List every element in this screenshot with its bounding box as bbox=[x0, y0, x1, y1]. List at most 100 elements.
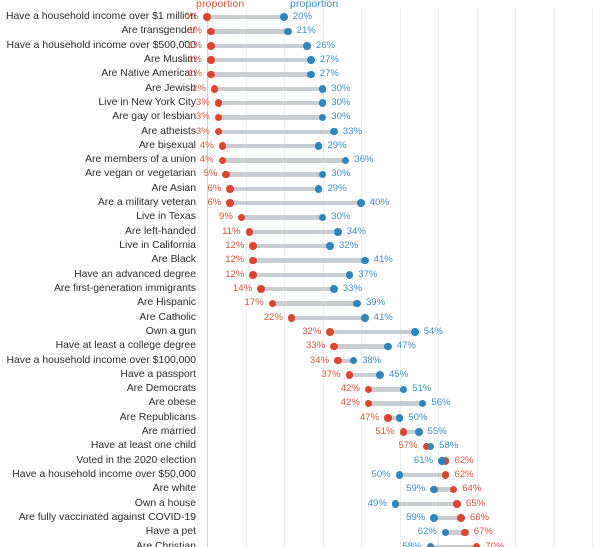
data-point-blue[interactable] bbox=[303, 42, 311, 50]
data-point-blue[interactable] bbox=[395, 471, 404, 479]
data-point-red[interactable] bbox=[207, 70, 215, 79]
data-point-red[interactable] bbox=[249, 242, 257, 250]
row-label: Are Black bbox=[151, 254, 196, 266]
data-point-red[interactable] bbox=[449, 485, 458, 494]
table-row: Are atheists 3% 33% bbox=[0, 125, 613, 139]
data-point-blue[interactable] bbox=[341, 156, 350, 165]
connector-line bbox=[230, 186, 319, 192]
data-point-blue[interactable] bbox=[384, 342, 392, 351]
data-point-red[interactable] bbox=[441, 471, 450, 479]
data-point-blue[interactable] bbox=[361, 313, 369, 322]
data-point-blue[interactable] bbox=[307, 56, 315, 64]
data-point-blue[interactable] bbox=[361, 256, 369, 265]
data-point-blue[interactable] bbox=[418, 399, 427, 408]
data-point-blue[interactable] bbox=[318, 99, 327, 107]
data-point-red[interactable] bbox=[218, 142, 227, 150]
data-point-blue[interactable] bbox=[399, 385, 408, 394]
value-label: 38% bbox=[362, 354, 382, 366]
table-row: Are a military veteran 6% 40% bbox=[0, 196, 613, 210]
data-point-blue[interactable] bbox=[284, 27, 292, 36]
data-point-blue[interactable] bbox=[438, 457, 446, 465]
data-point-blue[interactable] bbox=[318, 170, 327, 179]
connector-line bbox=[249, 229, 338, 235]
data-point-red[interactable] bbox=[268, 299, 277, 308]
data-point-red[interactable] bbox=[207, 56, 215, 64]
data-point-red[interactable] bbox=[422, 442, 431, 451]
value-label: 9% bbox=[218, 211, 233, 223]
connector-line bbox=[253, 272, 350, 278]
data-point-red[interactable] bbox=[207, 42, 215, 50]
data-point-red[interactable] bbox=[237, 213, 246, 222]
data-point-red[interactable] bbox=[210, 84, 219, 93]
data-point-blue[interactable] bbox=[330, 127, 338, 136]
data-point-blue[interactable] bbox=[345, 271, 354, 279]
data-point-red[interactable] bbox=[249, 256, 257, 265]
data-point-red[interactable] bbox=[214, 113, 223, 122]
data-point-blue[interactable] bbox=[280, 13, 288, 21]
data-point-blue[interactable] bbox=[330, 285, 338, 293]
data-point-blue[interactable] bbox=[391, 500, 400, 508]
data-point-red[interactable] bbox=[330, 342, 338, 351]
data-point-blue[interactable] bbox=[314, 185, 323, 193]
data-point-blue[interactable] bbox=[426, 442, 435, 451]
value-label: 5% bbox=[203, 168, 218, 180]
data-point-red[interactable] bbox=[399, 428, 408, 437]
data-point-red[interactable] bbox=[472, 542, 481, 547]
data-point-blue[interactable] bbox=[357, 199, 365, 208]
data-point-red[interactable] bbox=[364, 385, 373, 394]
table-row: Are Catholic 22% 41% bbox=[0, 311, 613, 325]
data-point-red[interactable] bbox=[249, 271, 257, 279]
data-point-blue[interactable] bbox=[411, 328, 419, 336]
value-label: 45% bbox=[389, 368, 409, 380]
row-label: Are transgender bbox=[121, 25, 196, 37]
data-point-blue[interactable] bbox=[318, 84, 327, 93]
data-point-red[interactable] bbox=[257, 285, 265, 293]
data-point-red[interactable] bbox=[203, 13, 211, 21]
data-point-red[interactable] bbox=[207, 27, 215, 36]
data-point-red[interactable] bbox=[326, 328, 334, 336]
data-point-red[interactable] bbox=[364, 399, 373, 408]
data-point-red[interactable] bbox=[345, 371, 354, 379]
connector-line bbox=[218, 115, 323, 120]
data-point-blue[interactable] bbox=[430, 485, 438, 494]
row-label: Are gay or lesbian bbox=[112, 111, 196, 123]
data-point-blue[interactable] bbox=[441, 528, 450, 537]
data-point-blue[interactable] bbox=[326, 242, 334, 250]
row-label: Are left-handed bbox=[124, 225, 196, 237]
data-point-red[interactable] bbox=[384, 414, 392, 422]
table-row: Own a gun 32% 54% bbox=[0, 325, 613, 339]
data-point-blue[interactable] bbox=[430, 514, 438, 522]
table-row: Have a household income over $1 million 0… bbox=[0, 10, 613, 24]
data-point-red[interactable] bbox=[457, 514, 465, 522]
row-label: Are white bbox=[152, 483, 196, 495]
connector-line bbox=[337, 358, 354, 363]
table-row: Have a passport 37% 45% bbox=[0, 368, 613, 382]
data-point-blue[interactable] bbox=[318, 213, 327, 222]
value-label: 62% bbox=[454, 469, 474, 480]
data-point-red[interactable] bbox=[441, 457, 450, 465]
data-point-red[interactable] bbox=[222, 170, 231, 179]
data-point-red[interactable] bbox=[218, 156, 227, 165]
data-point-red[interactable] bbox=[226, 185, 234, 193]
data-point-blue[interactable] bbox=[353, 299, 361, 308]
data-point-blue[interactable] bbox=[314, 142, 323, 150]
data-point-blue[interactable] bbox=[334, 228, 342, 236]
data-point-red[interactable] bbox=[461, 528, 469, 537]
data-point-red[interactable] bbox=[214, 127, 223, 136]
data-point-red[interactable] bbox=[334, 356, 342, 365]
connector-line bbox=[403, 430, 419, 435]
data-point-blue[interactable] bbox=[307, 70, 315, 79]
data-point-red[interactable] bbox=[245, 228, 254, 236]
data-point-blue[interactable] bbox=[349, 356, 358, 365]
table-row: Have at least a college degree 33% 47% bbox=[0, 339, 613, 353]
data-point-red[interactable] bbox=[287, 313, 296, 322]
data-point-blue[interactable] bbox=[426, 542, 435, 547]
data-point-blue[interactable] bbox=[414, 428, 423, 437]
data-point-blue[interactable] bbox=[318, 113, 327, 122]
data-point-blue[interactable] bbox=[376, 371, 385, 379]
data-point-blue[interactable] bbox=[395, 414, 404, 422]
data-point-red[interactable] bbox=[226, 199, 234, 208]
data-point-red[interactable] bbox=[214, 99, 223, 107]
data-point-red[interactable] bbox=[453, 500, 462, 508]
